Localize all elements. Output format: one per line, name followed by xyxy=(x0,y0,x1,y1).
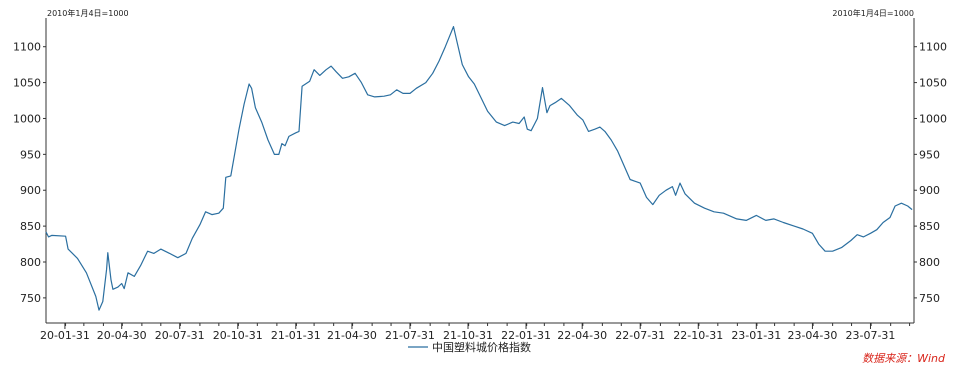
y-tick-label-right: 900 xyxy=(919,184,940,197)
y-tick-label-right: 850 xyxy=(919,220,940,233)
x-tick-label: 21-10-31 xyxy=(443,329,493,342)
legend-label: 中国塑料城价格指数 xyxy=(432,340,531,354)
base-note-left: 2010年1月4日=1000 xyxy=(47,8,129,18)
x-tick-label: 20-01-31 xyxy=(40,329,90,342)
y-tick-label-right: 800 xyxy=(919,256,940,269)
y-tick-label-left: 750 xyxy=(20,292,41,305)
plot-area xyxy=(45,26,913,311)
y-tick-label-left: 950 xyxy=(20,148,41,161)
y-tick-label-right: 750 xyxy=(919,292,940,305)
x-tick-label: 21-04-30 xyxy=(327,329,377,342)
y-tick-label-left: 850 xyxy=(20,220,41,233)
x-tick-label: 20-10-31 xyxy=(213,329,263,342)
x-tick-label: 21-01-31 xyxy=(271,329,321,342)
x-tick-label: 20-07-31 xyxy=(155,329,205,342)
x-tick-label: 22-01-31 xyxy=(501,329,551,342)
x-tick-label: 22-10-31 xyxy=(673,329,723,342)
y-tick-label-right: 1050 xyxy=(919,77,947,90)
y-tick-label-left: 1000 xyxy=(13,112,41,125)
base-note-right: 2010年1月4日=1000 xyxy=(832,8,914,18)
x-tick-label: 20-04-30 xyxy=(97,329,147,342)
x-tick-label: 21-07-31 xyxy=(385,329,435,342)
y-tick-label-right: 1100 xyxy=(919,41,947,54)
x-tick-label: 23-07-31 xyxy=(846,329,896,342)
series-line xyxy=(45,26,913,311)
y-tick-label-left: 800 xyxy=(20,256,41,269)
chart-axes: 750 750 800 800 850 850 900 900 950 950 1000 1000 10… xyxy=(13,18,947,342)
y-tick-label-right: 950 xyxy=(919,148,940,161)
y-tick-label-left: 1100 xyxy=(13,41,41,54)
x-tick-label: 23-01-31 xyxy=(731,329,781,342)
x-tick-label: 22-07-31 xyxy=(615,329,665,342)
x-tick-label: 23-04-30 xyxy=(787,329,837,342)
y-tick-label-left: 1050 xyxy=(13,77,41,90)
data-source-note: 数据来源：Wind xyxy=(862,352,946,365)
y-tick-label-left: 900 xyxy=(20,184,41,197)
y-tick-label-right: 1000 xyxy=(919,112,947,125)
x-tick-label: 22-04-30 xyxy=(557,329,607,342)
